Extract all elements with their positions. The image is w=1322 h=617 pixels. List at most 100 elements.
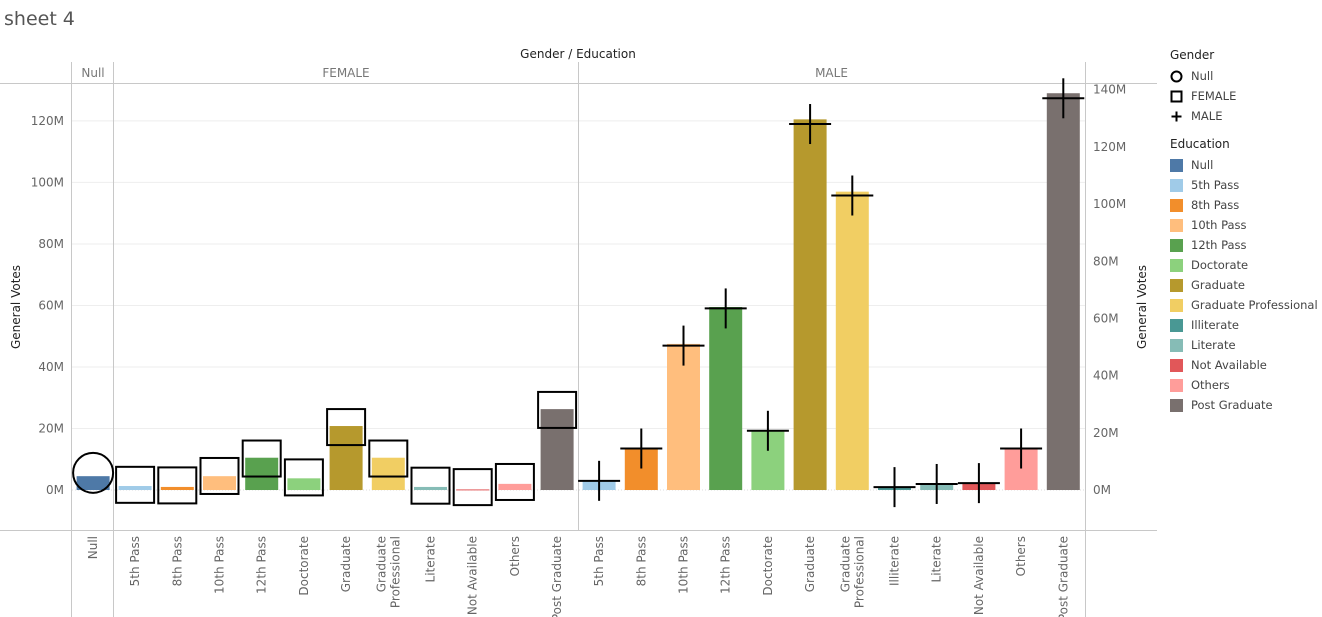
panel-header: Null	[81, 66, 104, 80]
bar	[540, 409, 574, 491]
x-tick-label: 10th Pass	[677, 536, 691, 594]
y2-tick-label: 60M	[1093, 311, 1119, 325]
y-tick-label: 60M	[38, 298, 64, 312]
x-tick-label: Graduate	[374, 536, 388, 592]
y-tick-label: 100M	[31, 175, 64, 189]
bar	[1046, 93, 1080, 491]
x-tick-label: Not Available	[972, 536, 986, 615]
legend-education-item[interactable]: 10th Pass	[1170, 215, 1318, 235]
x-tick-label: Literate	[930, 536, 944, 582]
y2-tick-label: 0M	[1093, 483, 1111, 497]
legend-education-item[interactable]: Illiterate	[1170, 315, 1318, 335]
color-swatch-icon	[1170, 378, 1183, 392]
bar-chart: Gender / Education 0M 20M 40M 60M 80M 100M 120M…	[0, 47, 1157, 617]
square-mark	[283, 458, 324, 497]
color-swatch-icon	[1170, 218, 1183, 232]
square-mark	[157, 466, 198, 505]
legend-education-item[interactable]: Post Graduate	[1170, 395, 1318, 415]
legend-education-item[interactable]: Graduate	[1170, 275, 1318, 295]
color-swatch-icon	[1170, 338, 1183, 352]
bar	[76, 476, 110, 491]
color-swatch-icon	[1170, 398, 1183, 412]
x-tick-label: 8th Pass	[634, 536, 648, 586]
x-tick-label: Illiterate	[888, 536, 902, 586]
panel-header: FEMALE	[322, 66, 369, 80]
y2-axis-title: General Votes	[1135, 265, 1149, 349]
square-mark	[115, 465, 156, 504]
legend-education-label: 10th Pass	[1191, 218, 1247, 232]
x-tick-label: Graduate	[339, 536, 353, 592]
legend-gender-label: MALE	[1191, 109, 1223, 123]
legend-gender-title: Gender	[1170, 48, 1215, 62]
x-tick-label: Graduate	[803, 536, 817, 592]
circle-icon	[1170, 70, 1183, 83]
bar	[160, 486, 194, 491]
x-tick-label: Post Graduate	[550, 536, 564, 617]
square-mark	[241, 439, 282, 478]
legend-education-label: Not Available	[1191, 358, 1267, 372]
y-tick-label: 120M	[31, 114, 64, 128]
y-tick-label: 80M	[38, 237, 64, 251]
legend-education: Education Null 5th Pass 8th Pass 10th Pass 1…	[1170, 137, 1318, 415]
legend-education-label: 12th Pass	[1191, 238, 1247, 252]
legend-gender-item[interactable]: FEMALE	[1170, 86, 1236, 106]
bar	[498, 483, 532, 491]
x-tick-label: Professional	[852, 536, 866, 608]
column-header-title: Gender / Education	[520, 47, 636, 61]
bar	[667, 343, 700, 491]
legend-education-label: 8th Pass	[1191, 198, 1240, 212]
legend-gender-label: Null	[1191, 69, 1214, 83]
legend-education-label: Illiterate	[1191, 318, 1239, 332]
color-swatch-icon	[1170, 318, 1183, 332]
legend-education-item[interactable]: Not Available	[1170, 355, 1318, 375]
legend-education-item[interactable]: 8th Pass	[1170, 195, 1318, 215]
color-swatch-icon	[1170, 198, 1183, 212]
bar	[414, 486, 447, 491]
legend-education-label: Null	[1191, 158, 1214, 172]
circle-mark	[72, 451, 115, 494]
bar	[329, 426, 363, 491]
square-mark	[410, 466, 451, 505]
legend-gender-label: FEMALE	[1191, 89, 1237, 103]
legend-gender: Gender Null FEMALE MALE	[1170, 48, 1236, 126]
x-tick-label: 5th Pass	[592, 536, 606, 586]
x-tick-label: 8th Pass	[170, 536, 184, 586]
y2-tick-label: 120M	[1093, 140, 1126, 154]
x-tick-label: 12th Pass	[255, 536, 269, 594]
x-tick-label: Post Graduate	[1056, 536, 1070, 617]
color-swatch-icon	[1170, 178, 1183, 192]
bar	[371, 457, 405, 491]
legend-education-item[interactable]: 12th Pass	[1170, 235, 1318, 255]
legend-education-label: Graduate Professional	[1191, 298, 1318, 312]
legend-education-label: Literate	[1191, 338, 1236, 352]
legend-gender-item[interactable]: MALE	[1170, 106, 1236, 126]
color-swatch-icon	[1170, 258, 1183, 272]
legend-education-item[interactable]: 5th Pass	[1170, 175, 1318, 195]
legend-education-item[interactable]: Null	[1170, 155, 1318, 175]
plus-icon	[1170, 110, 1183, 123]
panel-header: MALE	[815, 66, 848, 80]
legend-education-item[interactable]: Others	[1170, 375, 1318, 395]
x-tick-label: Doctorate	[761, 536, 775, 596]
y-tick-label: 40M	[38, 360, 64, 374]
legend-education-item[interactable]: Graduate Professional	[1170, 295, 1318, 315]
y-axis-title: General Votes	[9, 265, 23, 349]
legend-education-label: Graduate	[1191, 278, 1245, 292]
y2-tick-label: 20M	[1093, 426, 1119, 440]
legend-education-item[interactable]: Doctorate	[1170, 255, 1318, 275]
color-swatch-icon	[1170, 358, 1183, 372]
bar	[456, 489, 490, 491]
y2-tick-label: 80M	[1093, 254, 1119, 268]
legend-gender-item[interactable]: Null	[1170, 66, 1236, 86]
legend-education-label: Others	[1191, 378, 1230, 392]
x-tick-label: Others	[508, 536, 522, 576]
square-icon	[1170, 90, 1183, 103]
y2-tick-label: 100M	[1093, 197, 1126, 211]
square-mark	[537, 390, 578, 429]
square-mark	[199, 456, 240, 495]
square-mark	[326, 408, 367, 447]
x-tick-label: Doctorate	[297, 536, 311, 596]
x-tick-label: Null	[86, 536, 100, 559]
legend-education-item[interactable]: Literate	[1170, 335, 1318, 355]
x-tick-label: Not Available	[466, 536, 480, 615]
